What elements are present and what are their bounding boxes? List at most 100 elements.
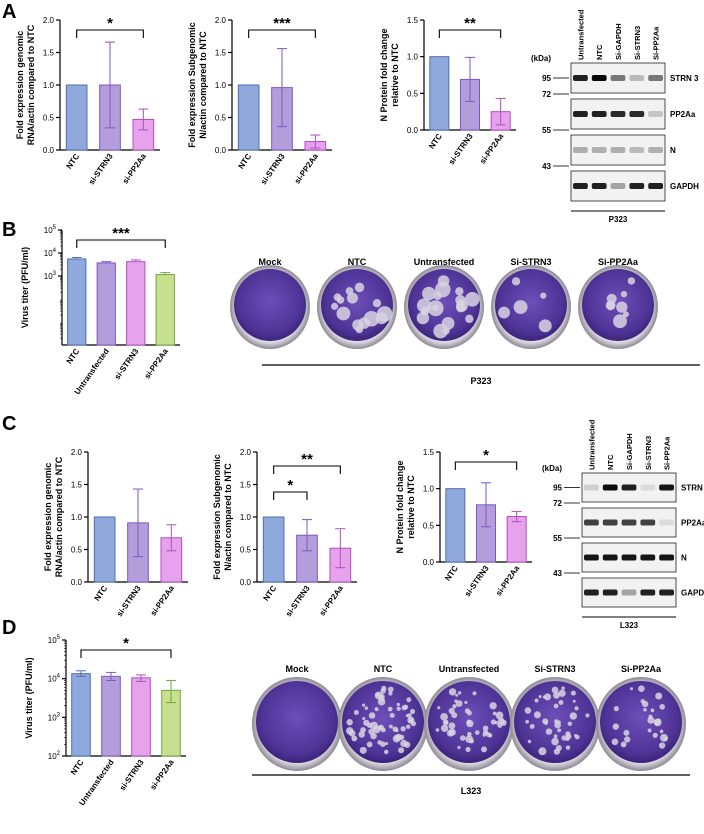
blot-band bbox=[584, 484, 599, 491]
chart-c1: 0.0 0.5 1.0 1.5 2.0 Fold expression genomicRN… bbox=[43, 448, 188, 618]
y-tick-label: 2.0 bbox=[43, 16, 55, 25]
x-tick-label: si-STRN3 bbox=[463, 564, 491, 599]
blot-band bbox=[629, 111, 645, 117]
plaque bbox=[406, 697, 412, 703]
plaque bbox=[495, 711, 504, 720]
plaque bbox=[354, 282, 365, 293]
plaque bbox=[527, 739, 532, 744]
x-tick-label: si-PP2Aa bbox=[143, 347, 171, 381]
x-tick-label: si-STRN3 bbox=[115, 584, 143, 619]
bar-si-strn3 bbox=[131, 677, 151, 757]
plaque bbox=[364, 706, 369, 710]
plaque bbox=[427, 300, 444, 317]
plaque bbox=[466, 719, 472, 725]
plaque bbox=[466, 710, 472, 716]
y-axis-label-line: relative to NTC bbox=[390, 43, 400, 107]
plate-label: Untransfected bbox=[414, 257, 475, 267]
blot-row-label: STRN 3 bbox=[681, 484, 704, 493]
plaque bbox=[612, 723, 619, 730]
plaque bbox=[358, 317, 370, 329]
blot-band bbox=[573, 75, 588, 81]
y-axis-label: Fold expression SubgenomicN/actin compar… bbox=[187, 22, 208, 148]
plaque bbox=[370, 721, 378, 730]
y-tick-label: 1.5 bbox=[407, 16, 419, 25]
plaque bbox=[434, 281, 451, 298]
plaque bbox=[368, 712, 376, 719]
plaque bbox=[465, 746, 471, 753]
x-tick-label: NTC bbox=[92, 584, 109, 603]
plaque bbox=[440, 724, 449, 732]
y-tick-label: 0.0 bbox=[43, 146, 55, 155]
panel-letter-d: D bbox=[2, 617, 16, 639]
plaque bbox=[348, 730, 356, 737]
plaque bbox=[464, 700, 468, 705]
x-tick-label: si-STRN3 bbox=[118, 758, 146, 793]
plaque bbox=[346, 719, 353, 726]
plaque bbox=[388, 724, 393, 729]
blot-row-label: N bbox=[681, 554, 687, 563]
y-axis-label-line: RNA/actin compared to NTC bbox=[26, 24, 36, 145]
blot-band bbox=[621, 519, 637, 526]
plaque bbox=[553, 703, 559, 709]
plaque bbox=[647, 728, 652, 733]
plaque bbox=[538, 319, 552, 333]
y-tick-label: 102 bbox=[48, 751, 61, 761]
y-axis-label: Fold expression SubgenomicN/actin compar… bbox=[212, 454, 233, 580]
plaque bbox=[525, 719, 530, 724]
plaque bbox=[455, 700, 463, 707]
plaque bbox=[500, 719, 507, 726]
plaque bbox=[455, 287, 464, 296]
y-tick-label: 2.0 bbox=[71, 448, 83, 457]
plaque bbox=[345, 287, 354, 295]
plaque bbox=[553, 734, 558, 739]
plaque bbox=[570, 690, 576, 696]
blot-band bbox=[648, 183, 663, 189]
plaque bbox=[410, 709, 416, 715]
lane-label: Si-PP2Aa bbox=[652, 26, 661, 60]
y-tick-label: 0.5 bbox=[43, 114, 55, 123]
blot-band bbox=[602, 519, 618, 526]
significance-bracket bbox=[438, 29, 502, 38]
blot-band bbox=[640, 484, 656, 491]
lane-label: Untransfected bbox=[576, 9, 585, 60]
y-tick-label: 1.0 bbox=[423, 485, 435, 494]
y-axis-label-line: Fold expression Subgenomic bbox=[187, 22, 197, 148]
x-tick-label: NTC bbox=[443, 564, 460, 583]
plaque bbox=[361, 703, 366, 707]
x-tick-label: si-PP2Aa bbox=[478, 132, 506, 166]
plate-well bbox=[230, 265, 310, 349]
significance-label: ** bbox=[301, 451, 313, 468]
y-tick-label: 1.5 bbox=[71, 481, 83, 490]
y-tick-label: 1.5 bbox=[215, 49, 227, 58]
y-tick-label: 2.0 bbox=[240, 448, 252, 457]
plaque bbox=[640, 699, 646, 704]
plaque bbox=[383, 749, 389, 755]
plaque bbox=[650, 708, 655, 713]
y-tick-label: 0.0 bbox=[240, 578, 252, 587]
blot-band bbox=[591, 111, 607, 117]
plaque bbox=[336, 306, 351, 321]
plaque bbox=[561, 686, 565, 690]
y-tick-label: 1.0 bbox=[43, 81, 55, 90]
bar-untransfected bbox=[96, 262, 116, 346]
y-axis-label: N Protein fold changerelative to NTC bbox=[379, 28, 400, 121]
plaque bbox=[370, 732, 377, 740]
x-tick-label: si-STRN3 bbox=[259, 152, 287, 187]
plaque bbox=[422, 286, 436, 301]
x-tick-label: NTC bbox=[236, 152, 253, 171]
plaque bbox=[409, 718, 414, 723]
y-tick-label: 104 bbox=[44, 248, 57, 258]
blot-band bbox=[573, 147, 588, 153]
plaque bbox=[372, 299, 382, 308]
panel-letter-c: C bbox=[2, 413, 16, 435]
significance-bracket bbox=[273, 491, 308, 500]
plaque bbox=[611, 738, 619, 746]
blot-band bbox=[629, 183, 645, 189]
plaque bbox=[392, 734, 401, 743]
significance-bracket bbox=[248, 29, 316, 38]
blot-band bbox=[648, 147, 663, 153]
cell-line-label: P323 bbox=[609, 215, 628, 224]
bar-si-pp2aa bbox=[506, 516, 527, 563]
